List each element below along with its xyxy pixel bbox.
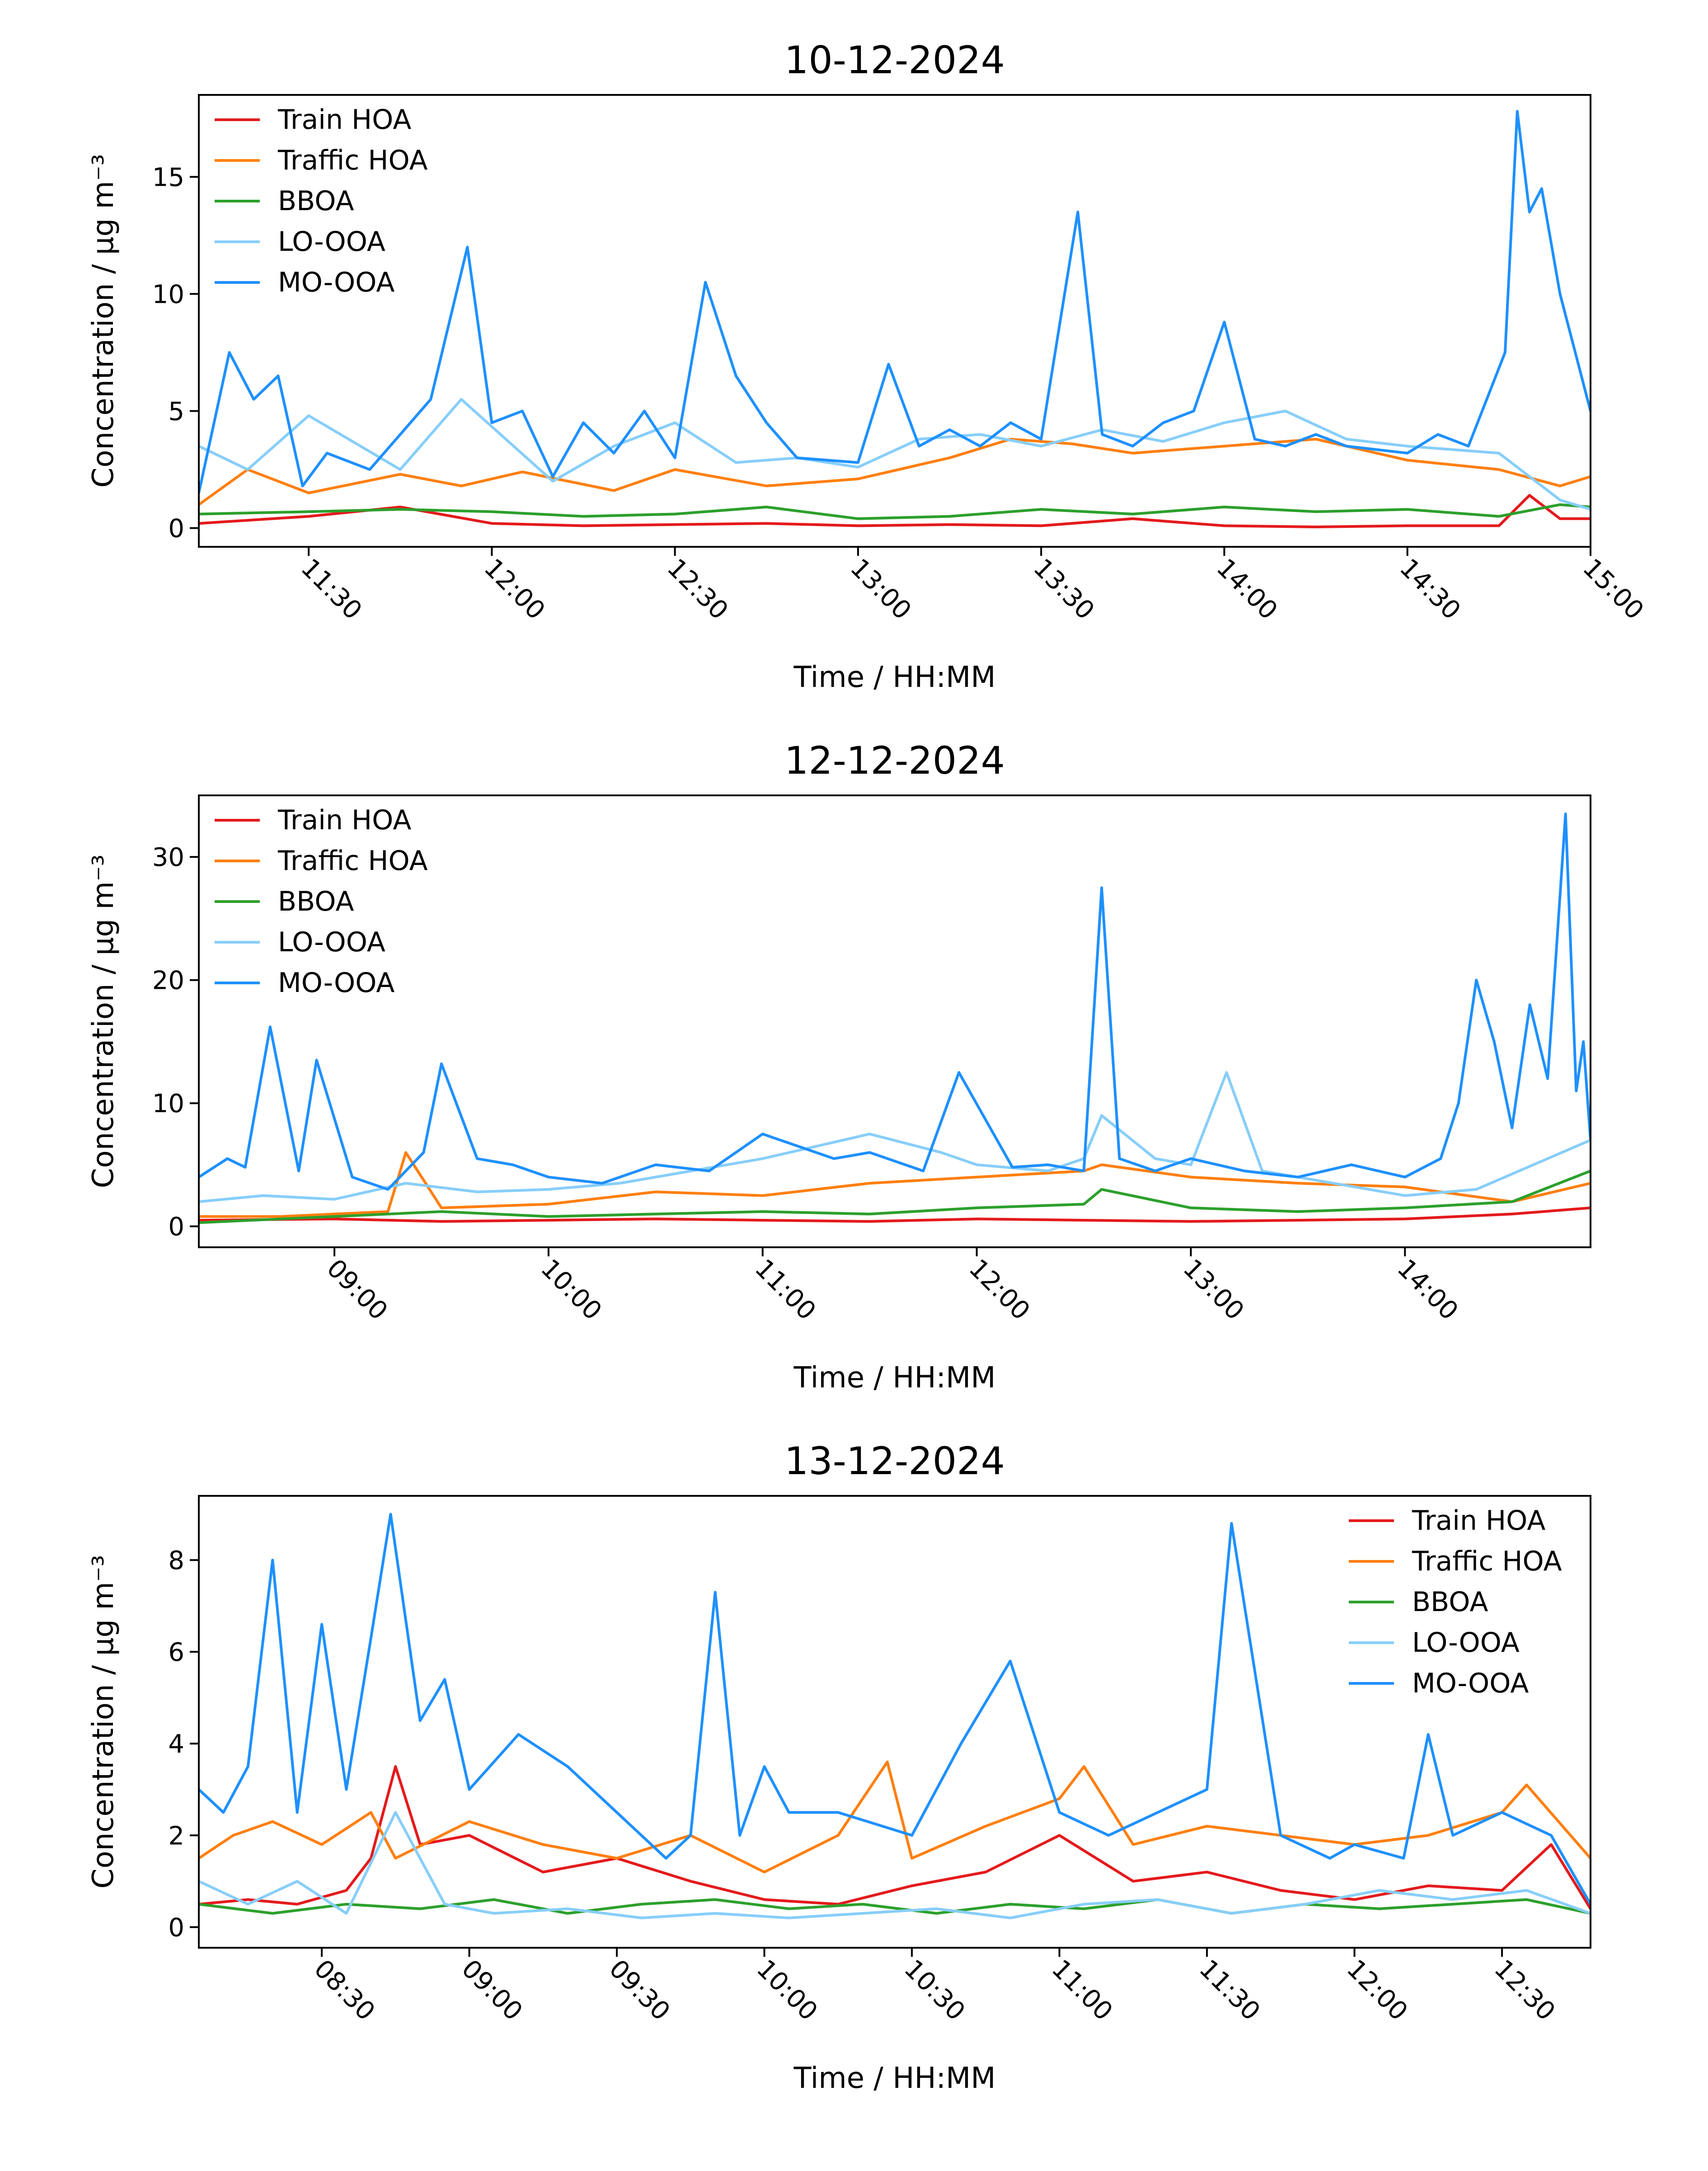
series-line-bboa bbox=[199, 1898, 1591, 1915]
x-tick-label: 13:00 bbox=[845, 553, 917, 625]
legend-label: MO-OOA bbox=[1412, 1668, 1529, 1699]
series-line-mo-ooa bbox=[199, 110, 1591, 493]
x-tick-label: 09:00 bbox=[456, 1954, 528, 2026]
y-tick-label: 0 bbox=[168, 1913, 184, 1942]
chart-panel-1: 10-12-2024 11:30 12:00 12:30 13:00 13:30 14:00… bbox=[87, 38, 1649, 694]
series-line-traffic-hoa bbox=[199, 437, 1591, 506]
legend-label: BBOA bbox=[278, 185, 354, 217]
x-tick-label: 14:30 bbox=[1394, 553, 1466, 625]
plot-area-frame bbox=[198, 794, 1591, 1248]
y-tick-label: 0 bbox=[168, 1212, 184, 1242]
plot-area-frame bbox=[198, 94, 1591, 548]
plot-area-frame bbox=[198, 1495, 1591, 1949]
y-tick-label: 20 bbox=[152, 966, 184, 996]
legend-label: MO-OOA bbox=[278, 267, 394, 298]
series-line-lo-ooa bbox=[199, 1811, 1591, 1919]
legend-label: Train HOA bbox=[277, 104, 411, 136]
x-axis-label: Time / HH:MM bbox=[793, 2062, 995, 2095]
series-line-train-hoa bbox=[199, 1765, 1591, 1910]
legend: Train HOA Traffic HOA BBOA LO-OOA MO-OOA bbox=[215, 104, 428, 298]
x-tick-label: 10:30 bbox=[898, 1954, 971, 2026]
legend-label: LO-OOA bbox=[278, 926, 385, 958]
legend-label: Traffic HOA bbox=[277, 145, 428, 176]
y-tick-label: 2 bbox=[168, 1821, 184, 1851]
series-line-train-hoa bbox=[199, 1206, 1591, 1223]
x-tick-label: 12:00 bbox=[479, 553, 551, 625]
legend-label: LO-OOA bbox=[278, 226, 385, 258]
x-tick-label: 09:30 bbox=[603, 1954, 676, 2026]
y-tick-label: 10 bbox=[152, 1089, 184, 1118]
legend-label: Train HOA bbox=[1412, 1505, 1545, 1537]
series-line-lo-ooa bbox=[199, 398, 1591, 511]
legend-label: Traffic HOA bbox=[277, 845, 428, 877]
x-tick-label: 12:30 bbox=[1488, 1954, 1561, 2026]
y-tick-label: 10 bbox=[152, 280, 184, 309]
series-lines bbox=[199, 110, 1591, 528]
series-line-bboa bbox=[199, 1170, 1591, 1224]
y-tick-label: 5 bbox=[168, 397, 184, 426]
series-line-mo-ooa bbox=[199, 1513, 1591, 1905]
y-tick-label: 6 bbox=[168, 1638, 184, 1667]
x-axis-label: Time / HH:MM bbox=[793, 661, 995, 694]
series-line-mo-ooa bbox=[199, 812, 1591, 1191]
x-tick-label: 09:00 bbox=[321, 1254, 393, 1326]
chart-panel-3: 13-12-2024 08:30 09:00 09:30 10:00 10:30 11:00… bbox=[87, 1439, 1591, 2095]
legend-label: MO-OOA bbox=[278, 967, 394, 999]
legend-label: Traffic HOA bbox=[1412, 1546, 1562, 1577]
x-tick-label: 11:00 bbox=[749, 1254, 821, 1326]
x-tick-label: 11:30 bbox=[1193, 1954, 1266, 2026]
y-axis-label: Concentration / μg m⁻³ bbox=[87, 154, 120, 488]
chart-title: 10-12-2024 bbox=[784, 38, 1005, 82]
y-axis-label: Concentration / μg m⁻³ bbox=[87, 1555, 120, 1889]
legend: Train HOA Traffic HOA BBOA LO-OOA MO-OOA bbox=[1349, 1505, 1562, 1699]
series-line-traffic-hoa bbox=[199, 1151, 1591, 1218]
x-tick-label: 14:00 bbox=[1211, 553, 1283, 625]
x-tick-label: 12:30 bbox=[662, 553, 734, 625]
x-tick-label: 13:30 bbox=[1028, 553, 1100, 625]
legend-label: LO-OOA bbox=[1412, 1627, 1520, 1659]
x-tick-label: 10:00 bbox=[751, 1954, 823, 2026]
chart-title: 13-12-2024 bbox=[784, 1439, 1005, 1483]
x-tick-label: 11:00 bbox=[1046, 1954, 1118, 2026]
x-axis-label: Time / HH:MM bbox=[793, 1361, 995, 1395]
series-line-bboa bbox=[199, 503, 1591, 520]
x-tick-label: 14:00 bbox=[1391, 1254, 1464, 1326]
x-tick-label: 12:00 bbox=[963, 1254, 1036, 1326]
chart-title: 12-12-2024 bbox=[784, 738, 1005, 783]
legend-label: Train HOA bbox=[277, 804, 411, 836]
x-tick-label: 13:00 bbox=[1178, 1254, 1250, 1326]
y-axis-label: Concentration / μg m⁻³ bbox=[87, 855, 120, 1188]
y-tick-label: 0 bbox=[168, 514, 184, 544]
series-line-lo-ooa bbox=[199, 1071, 1591, 1203]
legend-label: BBOA bbox=[278, 886, 354, 917]
y-tick-label: 15 bbox=[152, 163, 184, 192]
x-tick-label: 12:00 bbox=[1341, 1954, 1413, 2026]
y-tick-label: 4 bbox=[168, 1729, 184, 1759]
chart-panel-2: 12-12-2024 09:00 10:00 11:00 12:00 13:00 14:00… bbox=[87, 738, 1591, 1395]
x-tick-label: 11:30 bbox=[295, 553, 367, 625]
y-tick-label: 8 bbox=[168, 1546, 184, 1575]
legend: Train HOA Traffic HOA BBOA LO-OOA MO-OOA bbox=[215, 804, 428, 999]
legend-label: BBOA bbox=[1412, 1586, 1488, 1618]
x-tick-label: 15:00 bbox=[1577, 553, 1649, 625]
series-line-traffic-hoa bbox=[199, 1760, 1591, 1874]
x-tick-label: 08:30 bbox=[308, 1954, 380, 2026]
series-lines bbox=[199, 812, 1591, 1224]
y-tick-label: 30 bbox=[152, 843, 184, 872]
x-tick-label: 10:00 bbox=[535, 1254, 607, 1326]
series-lines bbox=[199, 1513, 1591, 1919]
series-line-train-hoa bbox=[199, 494, 1591, 528]
